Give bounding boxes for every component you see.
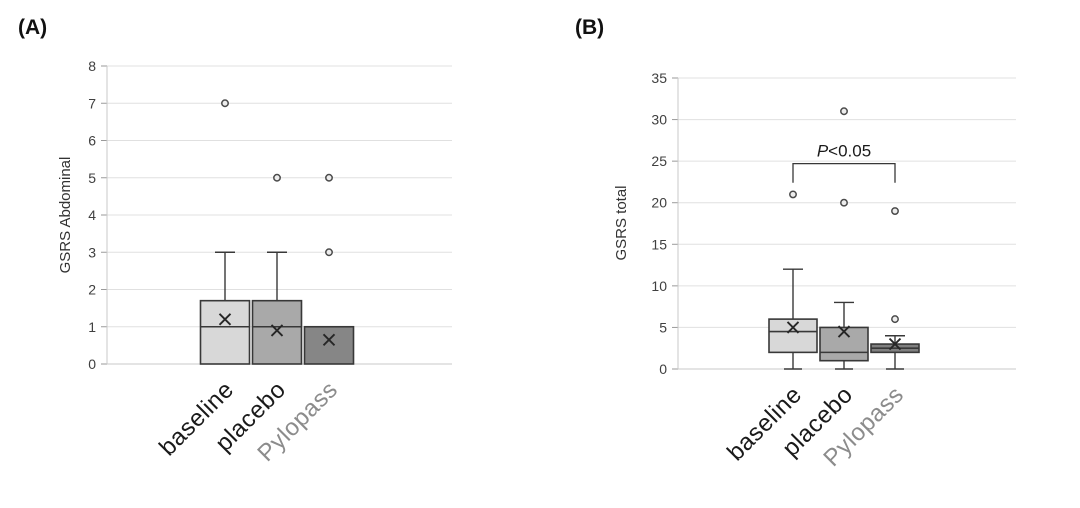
y-tick-label: 30	[651, 112, 667, 128]
y-tick-label: 8	[88, 58, 96, 74]
mean-marker-x	[888, 337, 902, 351]
significance-bracket	[792, 162, 896, 183]
mean-marker-x	[270, 324, 284, 337]
box-baseline	[768, 318, 818, 354]
outlier-point	[789, 190, 797, 199]
y-tick-label: 4	[88, 207, 96, 223]
y-axis-title: GSRS total	[613, 185, 630, 260]
outlier-point	[840, 198, 848, 207]
outlier-point	[891, 207, 899, 215]
mean-marker-x	[786, 321, 800, 334]
box-placebo	[251, 299, 303, 365]
outlier-point	[891, 315, 899, 324]
outlier-point	[325, 173, 333, 182]
y-tick-label: 0	[88, 356, 96, 372]
y-tick-label: 5	[659, 319, 667, 335]
y-tick-label: 3	[88, 244, 96, 260]
y-tick-label: 15	[651, 236, 667, 252]
y-tick-label: 6	[88, 133, 96, 149]
mean-marker-x	[837, 325, 851, 338]
significance-label: P<0.05	[817, 142, 871, 161]
mean-marker-x	[218, 313, 232, 326]
y-tick-label: 2	[88, 282, 96, 298]
outlier-point	[840, 107, 848, 116]
y-tick-label: 1	[88, 319, 96, 335]
box-baseline	[199, 299, 251, 365]
panel-b-tag: (B)	[575, 16, 605, 39]
outlier-point	[221, 99, 229, 108]
y-axis-title: GSRS Abdominal	[57, 157, 74, 274]
y-tick-label: 0	[659, 361, 667, 377]
panel-b: (B) 0 5 10 15 20 25 30 35 GSRS total baseline plac…	[540, 0, 1080, 508]
mean-marker-x	[322, 333, 336, 346]
panel-a: (A) 0 1 2 3 4 5 6 7 8 GSRS Abdominal baseline place…	[18, 16, 452, 467]
box-placebo	[819, 326, 869, 362]
outlier-point	[325, 248, 333, 257]
outlier-point	[273, 173, 281, 182]
y-tick-label: 35	[651, 70, 667, 86]
box-pylopass	[303, 325, 355, 365]
y-tick-label: 10	[651, 278, 667, 294]
panel-a-tag: (A)	[18, 16, 48, 39]
y-tick-label: 25	[651, 153, 667, 169]
y-tick-label: 20	[651, 195, 667, 211]
y-tick-label: 5	[88, 170, 96, 186]
y-tick-label: 7	[88, 95, 96, 111]
